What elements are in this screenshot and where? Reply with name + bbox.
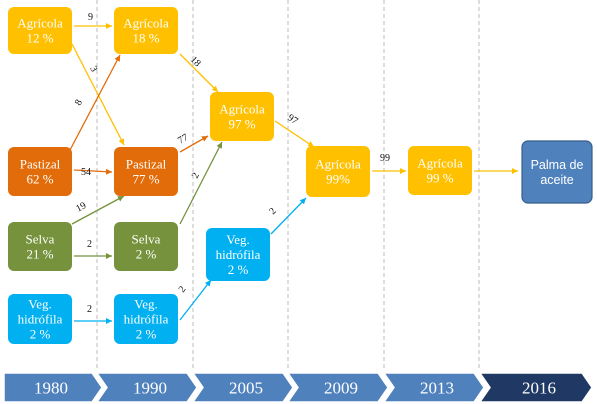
arrow-label: 2 xyxy=(87,304,92,315)
node-label: Agrícola xyxy=(315,157,361,172)
arrow-sel1980-to-pas1990 xyxy=(71,195,125,225)
arrow-label: 18 xyxy=(188,54,203,69)
node-box xyxy=(408,146,472,195)
arrow-pas1980-to-agr1990 xyxy=(69,54,121,151)
timeline-segment-2005 xyxy=(191,372,294,403)
node-box xyxy=(8,222,72,271)
node-label: 99% xyxy=(326,172,350,187)
timeline-segment-1990 xyxy=(95,372,198,403)
period-dividers xyxy=(96,0,480,370)
year-label: 1990 xyxy=(133,379,167,398)
arrow-hid2005-to-agr2009 xyxy=(270,197,307,235)
node-label: 12 % xyxy=(26,31,53,46)
node-label: 77 % xyxy=(132,172,159,187)
arrow-label: 2 xyxy=(87,239,92,250)
node-label: Pastizal xyxy=(20,157,61,172)
arrow-agr2005-to-agr2009 xyxy=(274,120,315,148)
node-box xyxy=(8,7,72,54)
arrow-pas1980-to-pas1990 xyxy=(73,168,113,175)
arrow-label: 54 xyxy=(81,167,91,178)
arrow-label: 2 xyxy=(190,171,202,180)
arrow-label: 9 xyxy=(88,12,93,23)
timeline-segment-1980 xyxy=(3,372,103,403)
arrow-agr1990-to-agr2005 xyxy=(179,53,219,93)
arrow-label: 19 xyxy=(74,200,88,214)
arrow-pas1990-to-agr2005 xyxy=(179,135,209,153)
timeline-segment-2013 xyxy=(382,372,485,403)
arrow-label: 2 xyxy=(177,284,189,295)
arrow-label: 97 xyxy=(285,112,299,127)
arrow-label: 3 xyxy=(87,64,99,73)
year-label: 2009 xyxy=(324,379,358,398)
node-label: Selva xyxy=(132,232,161,247)
node-label: Agrícola xyxy=(417,156,463,171)
arrow-agr1980-to-pas1990 xyxy=(71,43,125,146)
arrow-label: 2 xyxy=(267,206,278,217)
node-box xyxy=(521,140,593,204)
node-label: Veg. xyxy=(28,297,51,312)
node-label: Agrícola xyxy=(219,102,265,117)
node-label: Selva xyxy=(26,232,55,247)
node-box xyxy=(114,294,178,344)
arrow-hid1990-to-hid2005 xyxy=(179,279,212,321)
timeline-segment-2009 xyxy=(286,372,389,403)
node-label: hidrófila xyxy=(124,312,169,327)
node-box xyxy=(306,146,370,197)
node-label: Veg. xyxy=(134,297,157,312)
node-box xyxy=(114,7,178,54)
arrow-sel1990-to-agr2005 xyxy=(179,141,223,225)
node-label: 2 % xyxy=(136,247,157,262)
node-label: Pastizal xyxy=(126,157,167,172)
node-label: 21 % xyxy=(26,247,53,262)
arrow-label: 77 xyxy=(176,132,190,147)
year-label: 1980 xyxy=(34,379,68,398)
node-label: Palma de xyxy=(531,158,584,172)
node-label: 62 % xyxy=(26,172,53,187)
node-label: aceite xyxy=(540,173,573,187)
node-box xyxy=(114,147,178,196)
node-label: Veg. xyxy=(226,232,249,247)
node-label: 97 % xyxy=(228,117,255,132)
node-label: Agrícola xyxy=(17,16,63,31)
arrow-label: 8 xyxy=(73,98,85,108)
node-label: 18 % xyxy=(132,31,159,46)
node-box xyxy=(8,147,72,196)
year-label: 2005 xyxy=(229,379,263,398)
node-box xyxy=(210,92,274,141)
node-label: 2 % xyxy=(136,327,157,342)
timeline-segment-2016 xyxy=(478,372,593,403)
node-label: 2 % xyxy=(30,327,51,342)
node-box xyxy=(206,228,270,281)
node-label: 99 % xyxy=(426,171,453,186)
arrow-label: 99 xyxy=(380,153,390,164)
year-label: 2013 xyxy=(420,379,454,398)
node-label: 2 % xyxy=(228,262,249,277)
node-box xyxy=(8,294,72,344)
year-label: 2016 xyxy=(522,379,556,398)
node-label: Agrícola xyxy=(123,16,169,31)
year-timeline: 1980 1990 2005 2009 2013 2016 xyxy=(3,372,593,403)
node-box xyxy=(114,222,178,271)
node-label: hidrófila xyxy=(18,312,63,327)
node-label: hidrófila xyxy=(216,247,261,262)
